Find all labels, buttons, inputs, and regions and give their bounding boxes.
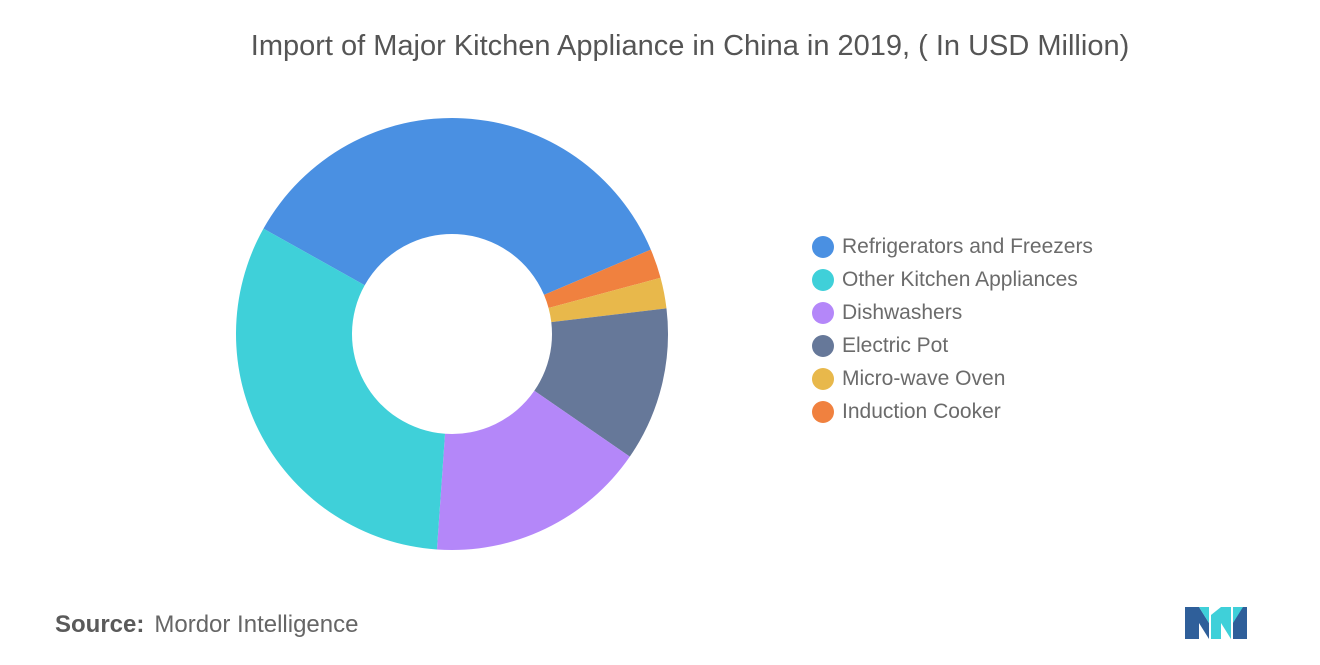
- slice-electric-pot: [534, 308, 668, 457]
- donut-slices: [236, 117, 668, 550]
- legend-swatch: [812, 367, 834, 390]
- legend-label: Dishwashers: [842, 300, 963, 324]
- legend-swatch: [812, 301, 834, 324]
- legend-label: Other Kitchen Appliances: [842, 267, 1078, 291]
- legend-item: Dishwashers: [812, 296, 1093, 329]
- slice-other-kitchen-appliances: [236, 228, 446, 550]
- legend-swatch: [812, 334, 834, 357]
- legend-label: Refrigerators and Freezers: [842, 234, 1093, 258]
- source-text: Mordor Intelligence: [154, 611, 359, 638]
- mordor-intelligence-logo-icon: [1185, 607, 1247, 639]
- source-note: Source: Mordor Intelligence: [55, 611, 358, 639]
- legend-label: Electric Pot: [842, 333, 949, 357]
- legend-item: Micro-wave Oven: [812, 362, 1093, 395]
- legend-item: Refrigerators and Freezers: [812, 230, 1093, 263]
- legend-swatch: [812, 400, 834, 423]
- legend-swatch: [812, 268, 834, 291]
- legend-item: Induction Cooker: [812, 395, 1093, 428]
- source-label: Source:: [55, 611, 145, 638]
- legend-item: Other Kitchen Appliances: [812, 263, 1093, 296]
- slice-refrigerators-and-freezers: [263, 117, 651, 295]
- legend-label: Micro-wave Oven: [842, 366, 1006, 390]
- slice-dishwashers: [436, 390, 630, 550]
- legend-label: Induction Cooker: [842, 399, 1001, 423]
- legend-swatch: [812, 235, 834, 258]
- legend-item: Electric Pot: [812, 329, 1093, 362]
- chart-title: Import of Major Kitchen Appliance in Chi…: [250, 30, 1130, 62]
- slice-micro-wave-oven: [548, 277, 667, 323]
- slice-induction-cooker: [544, 249, 661, 308]
- chart-legend: Refrigerators and Freezers Other Kitchen …: [812, 230, 1093, 428]
